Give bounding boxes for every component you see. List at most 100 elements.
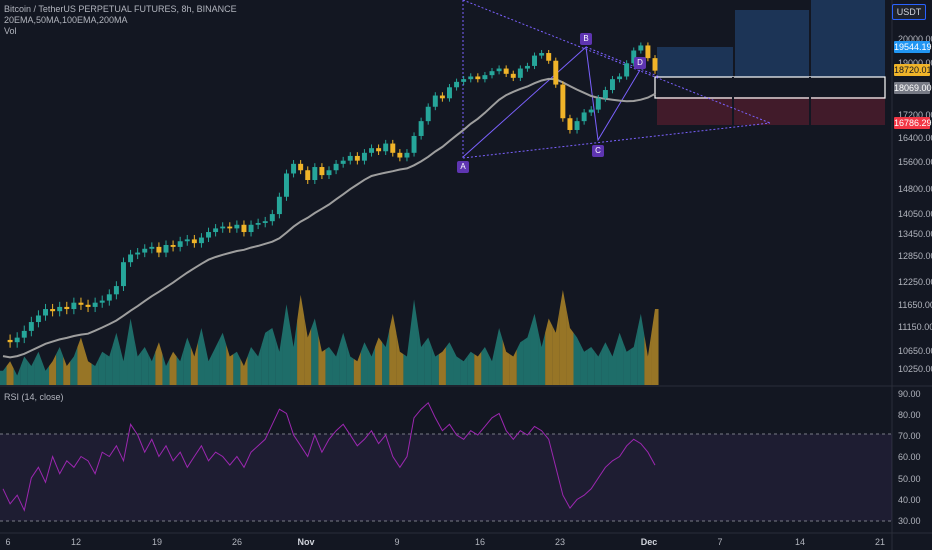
- candle-body[interactable]: [191, 239, 197, 244]
- candle-body[interactable]: [468, 76, 474, 80]
- candle-body[interactable]: [326, 170, 332, 176]
- candle-body[interactable]: [517, 68, 523, 78]
- candle-body[interactable]: [510, 73, 516, 78]
- candle-body[interactable]: [397, 152, 403, 158]
- candle-body[interactable]: [439, 95, 445, 99]
- candle-body[interactable]: [553, 60, 559, 85]
- candle-body[interactable]: [503, 68, 509, 74]
- candle-body[interactable]: [248, 224, 254, 233]
- pattern-point-c[interactable]: C: [592, 145, 604, 157]
- candle-body[interactable]: [340, 160, 346, 164]
- candle-body[interactable]: [57, 306, 63, 312]
- pattern-point-b[interactable]: B: [580, 33, 592, 45]
- candle-body[interactable]: [113, 286, 119, 295]
- candle-body[interactable]: [120, 262, 126, 287]
- candle-body[interactable]: [43, 309, 49, 316]
- candle-body[interactable]: [347, 155, 353, 161]
- candle-body[interactable]: [184, 239, 190, 242]
- candle-body[interactable]: [454, 81, 460, 88]
- candle-body[interactable]: [78, 302, 84, 305]
- candle-body[interactable]: [376, 148, 382, 152]
- symbol-legend[interactable]: Bitcoin / TetherUS PERPETUAL FUTURES, 8h…: [4, 4, 237, 14]
- candle-body[interactable]: [255, 222, 261, 225]
- candle-body[interactable]: [163, 245, 169, 253]
- candle-body[interactable]: [475, 76, 481, 80]
- target-zone-2[interactable]: [735, 10, 809, 77]
- candle-body[interactable]: [602, 90, 608, 99]
- candle-body[interactable]: [333, 163, 339, 171]
- pattern-upper-line[interactable]: [462, 0, 771, 124]
- candle-body[interactable]: [50, 309, 56, 312]
- abcd-pattern[interactable]: [462, 45, 641, 158]
- currency-button[interactable]: USDT: [892, 4, 926, 20]
- candle-body[interactable]: [446, 87, 452, 99]
- candle-body[interactable]: [298, 163, 304, 171]
- candle-body[interactable]: [156, 246, 162, 253]
- candle-body[interactable]: [369, 148, 375, 153]
- pattern-point-a[interactable]: A: [457, 161, 469, 173]
- candle-body[interactable]: [291, 163, 297, 174]
- pattern-bd-line[interactable]: [585, 46, 661, 78]
- candle-body[interactable]: [609, 79, 615, 91]
- candle-body[interactable]: [496, 68, 502, 72]
- candle-body[interactable]: [262, 221, 268, 223]
- rsi-pane[interactable]: [0, 387, 892, 533]
- candle-body[interactable]: [560, 84, 566, 119]
- candle-body[interactable]: [404, 152, 410, 158]
- candle-body[interactable]: [361, 152, 367, 161]
- target-zone-1[interactable]: [657, 47, 733, 77]
- candle-body[interactable]: [14, 337, 20, 343]
- candle-body[interactable]: [92, 302, 98, 307]
- candle-body[interactable]: [390, 143, 396, 153]
- candle-body[interactable]: [99, 300, 105, 303]
- candle-body[interactable]: [135, 252, 141, 255]
- candle-body[interactable]: [645, 45, 651, 59]
- candle-body[interactable]: [532, 55, 538, 66]
- candle-body[interactable]: [305, 170, 311, 181]
- pattern-lower-line[interactable]: [462, 122, 771, 159]
- volume-legend[interactable]: Vol: [4, 26, 17, 36]
- candle-body[interactable]: [234, 224, 240, 229]
- candle-body[interactable]: [581, 112, 587, 122]
- candle-body[interactable]: [177, 241, 183, 247]
- target-zone-3[interactable]: [811, 0, 885, 77]
- candle-body[interactable]: [106, 294, 112, 301]
- candle-body[interactable]: [411, 135, 417, 153]
- candle-body[interactable]: [28, 322, 34, 331]
- entry-box[interactable]: [654, 76, 886, 99]
- candlesticks[interactable]: [7, 42, 658, 348]
- pattern-point-d[interactable]: D: [634, 57, 646, 69]
- candle-body[interactable]: [319, 167, 325, 176]
- candle-body[interactable]: [482, 75, 488, 80]
- candle-body[interactable]: [631, 50, 637, 64]
- candle-body[interactable]: [539, 53, 545, 56]
- candle-body[interactable]: [213, 228, 219, 233]
- candle-body[interactable]: [425, 106, 431, 122]
- candle-body[interactable]: [461, 79, 467, 82]
- candle-body[interactable]: [85, 304, 91, 307]
- candle-body[interactable]: [574, 121, 580, 130]
- candle-body[interactable]: [354, 155, 360, 161]
- candle-body[interactable]: [71, 302, 77, 310]
- candle-body[interactable]: [7, 339, 13, 343]
- rsi-legend[interactable]: RSI (14, close): [4, 392, 64, 402]
- candle-body[interactable]: [276, 196, 282, 215]
- candle-body[interactable]: [312, 167, 318, 181]
- candle-body[interactable]: [21, 330, 27, 338]
- candle-body[interactable]: [149, 246, 155, 249]
- candle-body[interactable]: [638, 45, 644, 51]
- candle-body[interactable]: [269, 214, 275, 222]
- candle-body[interactable]: [142, 248, 148, 253]
- candle-body[interactable]: [64, 306, 70, 310]
- candle-body[interactable]: [489, 71, 495, 76]
- candle-body[interactable]: [383, 143, 389, 152]
- candle-body[interactable]: [624, 63, 630, 77]
- candle-body[interactable]: [220, 226, 226, 229]
- candle-body[interactable]: [170, 245, 176, 247]
- ma-legend[interactable]: 20EMA,50MA,100EMA,200MA: [4, 15, 128, 25]
- candle-body[interactable]: [206, 232, 212, 238]
- candle-body[interactable]: [418, 121, 424, 136]
- candle-body[interactable]: [546, 53, 552, 61]
- candle-body[interactable]: [588, 109, 594, 113]
